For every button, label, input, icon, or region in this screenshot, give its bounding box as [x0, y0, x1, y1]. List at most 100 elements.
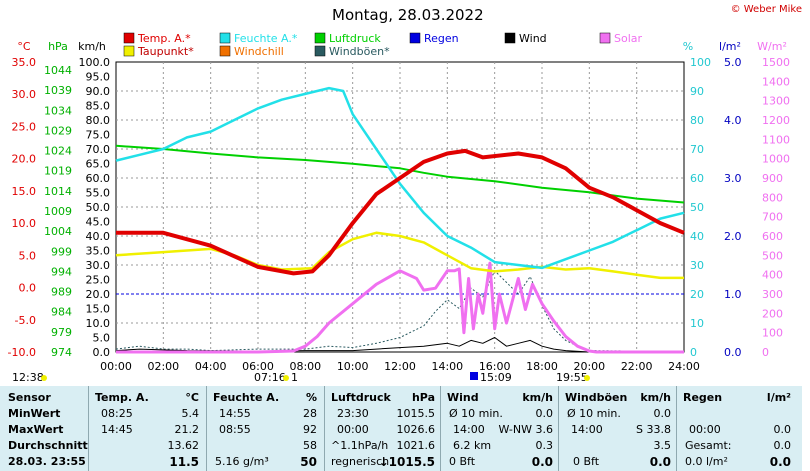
press-tick-label: 1034: [44, 104, 72, 117]
x-tick-label: 04:00: [195, 360, 227, 373]
wind-tick-label: 30.0: [86, 259, 111, 272]
hum-tick-label: 90: [690, 85, 704, 98]
wind-tick-label: 70.0: [86, 143, 111, 156]
legend-swatch: [314, 45, 326, 57]
gust-min: 0.0: [653, 407, 672, 420]
temp-min-time: 08:25: [101, 407, 133, 420]
rain-unit-label: l/m²: [719, 40, 741, 53]
wind-tick-label: 65.0: [86, 158, 111, 171]
rain-current: 0.0: [769, 455, 791, 469]
wind-tick-label: 15.0: [86, 303, 111, 316]
sunrise-label: 07:16: [254, 371, 286, 384]
gust-max-time: 14:00: [571, 423, 603, 436]
solar-tick-label: 200: [762, 307, 783, 320]
wind-min: 0.0: [535, 407, 554, 420]
summary-table: Sensor MinWert MaxWert Durchschnitt 28.0…: [0, 386, 802, 471]
hum-tick-label: 60: [690, 172, 704, 185]
solar-tick-label: 1000: [762, 153, 790, 166]
solar-tick-label: 0: [762, 346, 769, 359]
x-tick-label: 00:00: [100, 360, 132, 373]
left-time-label: 12:38: [12, 371, 44, 384]
x-tick-label: 10:00: [337, 360, 369, 373]
solar-unit-label: W/m²: [757, 40, 787, 53]
noon-icon: [470, 372, 478, 380]
press-tick-label: 1044: [44, 64, 72, 77]
temp-min: 5.4: [181, 407, 200, 420]
copyright: © Weber Mike: [730, 4, 802, 15]
press-unit: hPa: [411, 391, 435, 404]
sunrise-symbol: 1: [291, 371, 298, 384]
wind-distance: 6.2 km: [453, 439, 492, 452]
wind-avg: 0.3: [535, 439, 554, 452]
temp-header: Temp. A.: [95, 391, 149, 404]
hum-tick-label: 0: [690, 346, 697, 359]
wind-tick-label: 5.0: [93, 332, 111, 345]
x-tick-label: 24:00: [668, 360, 700, 373]
wind-tick-label: 80.0: [86, 114, 111, 127]
press-trend: ^1.1hPa/h: [331, 439, 389, 452]
x-tick-label: 02:00: [147, 360, 179, 373]
temp-unit-label: °C: [17, 40, 31, 53]
press-tick-label: 1039: [44, 84, 72, 97]
wind-tick-label: 35.0: [86, 245, 111, 258]
hum-tick-label: 40: [690, 230, 704, 243]
hum-abs: 5.16 g/m³: [215, 455, 269, 468]
rain-total-label: Gesamt:: [685, 439, 732, 452]
gust-header: Windböen: [565, 391, 628, 404]
rain-total: 0.0: [773, 439, 792, 452]
press-tick-label: 994: [51, 265, 72, 278]
rain-tick-label: 1.0: [724, 288, 742, 301]
row-sensor: Sensor: [8, 391, 51, 404]
legend-swatch: [314, 32, 326, 44]
temp-tick-label: -5.0: [15, 314, 36, 327]
press-tick-label: 1019: [44, 165, 72, 178]
legend-label: Solar: [614, 32, 643, 45]
hum-max: 92: [303, 423, 317, 436]
press-tick-label: 979: [51, 326, 72, 339]
rain-tick-label: 4.0: [724, 114, 742, 127]
temp-tick-label: 35.0: [12, 56, 37, 69]
legend-label: Regen: [424, 32, 459, 45]
legend-swatch: [123, 45, 135, 57]
hum-avg: 58: [303, 439, 317, 452]
rain-header: Regen: [683, 391, 723, 404]
hum-tick-label: 10: [690, 317, 704, 330]
solar-tick-label: 400: [762, 269, 783, 282]
legend-label: Feuchte A.*: [234, 32, 298, 45]
hum-min-time: 14:55: [219, 407, 251, 420]
press-tick-label: 989: [51, 286, 72, 299]
legend-swatch: [599, 32, 611, 44]
rain-tick-label: 3.0: [724, 172, 742, 185]
gust-bft: 0 Bft: [573, 455, 600, 468]
wind-tick-label: 90.0: [86, 85, 111, 98]
press-current: ↓1015.5: [378, 455, 435, 469]
x-tick-label: 22:00: [621, 360, 653, 373]
wind-tick-label: 50.0: [86, 201, 111, 214]
press-unit-label: hPa: [48, 40, 68, 53]
wind-tick-label: 10.0: [86, 317, 111, 330]
press-max: 1026.6: [396, 423, 436, 436]
solar-tick-label: 1100: [762, 133, 790, 146]
solar-tick-label: 1200: [762, 114, 790, 127]
rain-tick-label: 2.0: [724, 230, 742, 243]
temp-current: 11.5: [169, 455, 199, 469]
press-tick-label: 984: [51, 306, 72, 319]
press-header: Luftdruck: [331, 391, 391, 404]
gust-min-label: Ø 10 min.: [567, 407, 621, 420]
temp-tick-label: 5.0: [19, 249, 37, 262]
press-min: 1015.5: [396, 407, 436, 420]
solar-tick-label: 1300: [762, 95, 790, 108]
wind-header: Wind: [447, 391, 479, 404]
x-tick-label: 16:00: [479, 360, 511, 373]
solar-tick-label: 1500: [762, 56, 790, 69]
rain-tick-label: 0.0: [724, 346, 742, 359]
legend-swatch: [123, 32, 135, 44]
temp-max: 21.2: [174, 423, 200, 436]
press-forecast: regnerisch: [331, 455, 390, 468]
gust-unit: km/h: [640, 391, 671, 404]
rain-max: 0.0: [773, 423, 792, 436]
wind-tick-label: 75.0: [86, 129, 111, 142]
x-tick-label: 14:00: [431, 360, 463, 373]
gust-max: S 33.8: [636, 423, 671, 436]
press-tick-label: 1024: [44, 145, 72, 158]
